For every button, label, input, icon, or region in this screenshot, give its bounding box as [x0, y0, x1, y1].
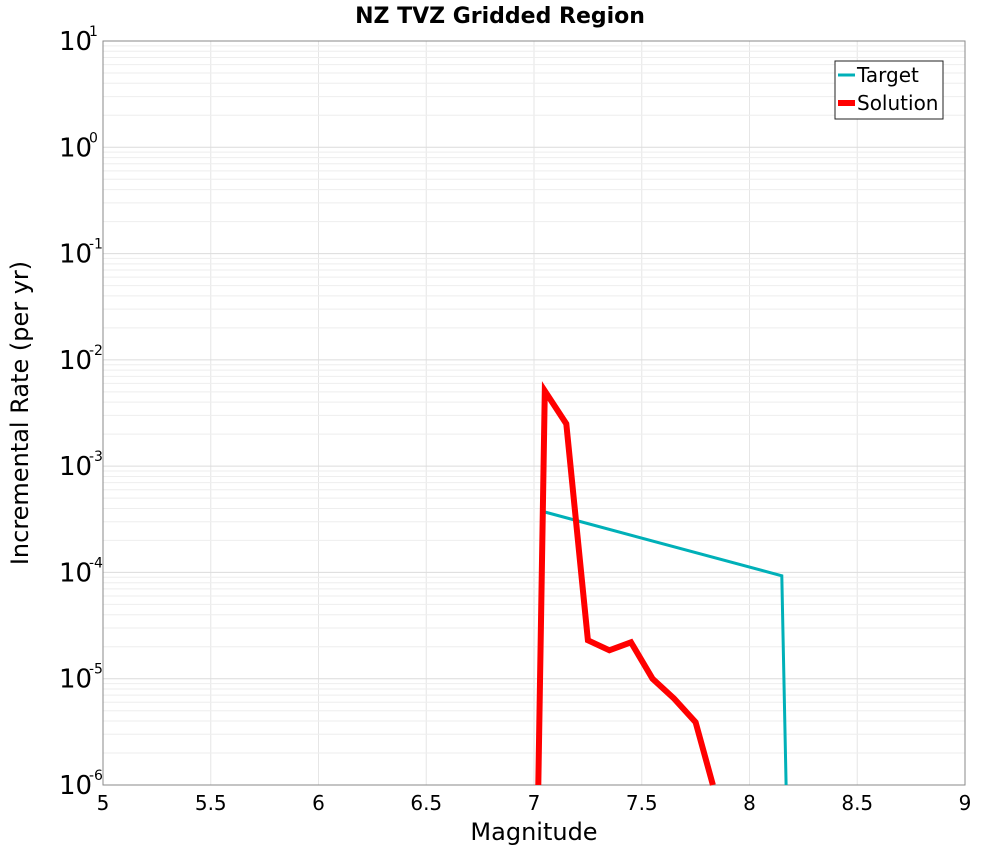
series-line-solution: [535, 381, 716, 786]
legend-label-target: Target: [856, 63, 919, 87]
y-axis-label: Incremental Rate (per yr): [6, 261, 34, 565]
y-tick-base: 10: [59, 27, 92, 57]
x-tick-label: 6: [312, 791, 325, 815]
y-tick-label: 10-3: [59, 449, 103, 482]
chart-title: NZ TVZ Gridded Region: [355, 4, 645, 29]
y-tick-exponent: -3: [89, 449, 103, 465]
x-axis-label: Magnitude: [470, 818, 597, 846]
x-tick-label: 7.5: [626, 791, 658, 815]
grid-layer: [102, 41, 966, 786]
y-tick-label: 10-5: [59, 662, 103, 695]
y-tick-base: 10: [59, 558, 92, 588]
y-tick-label: 10-4: [59, 555, 103, 588]
y-tick-base: 10: [59, 452, 92, 482]
y-tick-exponent: -1: [89, 237, 103, 253]
y-tick-base: 10: [59, 665, 92, 695]
y-tick-label: 10-2: [59, 343, 103, 376]
y-tick-exponent: -4: [89, 555, 103, 571]
legend: Target Solution: [834, 60, 944, 120]
x-tick-label: 8.5: [841, 791, 873, 815]
series-line-target: [544, 510, 788, 786]
y-tick-exponent: 1: [89, 24, 98, 40]
legend-label-solution: Solution: [857, 91, 938, 115]
y-tick-base: 10: [59, 346, 92, 376]
y-tick-exponent: -5: [89, 662, 103, 678]
series-layer: [535, 381, 788, 786]
y-tick-base: 10: [59, 771, 92, 801]
y-tick-label: 10-1: [59, 237, 103, 270]
plot-frame: [102, 40, 966, 786]
x-tick-label: 5.5: [195, 791, 227, 815]
y-tick-label: 100: [59, 130, 98, 163]
y-tick-base: 10: [59, 240, 92, 270]
x-tick-label: 9: [959, 791, 972, 815]
y-tick-label: 10-6: [59, 768, 103, 801]
legend-box: [834, 60, 944, 120]
y-tick-exponent: 0: [89, 130, 98, 146]
y-tick-label: 101: [59, 24, 98, 57]
x-tick-label: 7: [528, 791, 541, 815]
y-tick-base: 10: [59, 133, 92, 163]
y-tick-exponent: -2: [89, 343, 103, 359]
x-tick-label: 5: [97, 791, 110, 815]
y-tick-exponent: -6: [89, 768, 103, 784]
x-tick-label: 6.5: [410, 791, 442, 815]
x-tick-label: 8: [743, 791, 756, 815]
x-tick-labels: 5 5.5 6 6.5 7 7.5 8 8.5 9: [97, 791, 972, 815]
